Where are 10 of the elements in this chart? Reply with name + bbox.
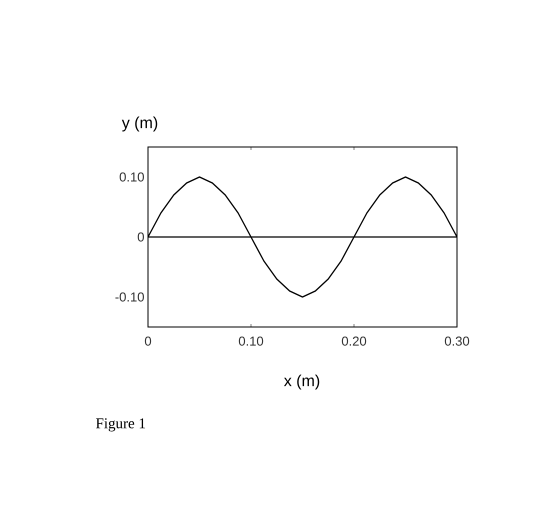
x-tick-label: 0 <box>144 336 152 346</box>
x-axis-title: x (m) <box>284 374 320 390</box>
x-tick-label: 0.10 <box>238 336 264 346</box>
y-axis-title: y (m) <box>122 116 158 132</box>
x-tick-label: 0.30 <box>444 336 470 346</box>
y-tick-label: 0 <box>138 232 144 242</box>
x-tick-label: 0.20 <box>342 336 366 346</box>
y-tick-label: 0.10 <box>120 172 144 182</box>
y-tick-label: -0.10 <box>115 292 144 302</box>
caption: Figure 1 <box>96 418 146 432</box>
